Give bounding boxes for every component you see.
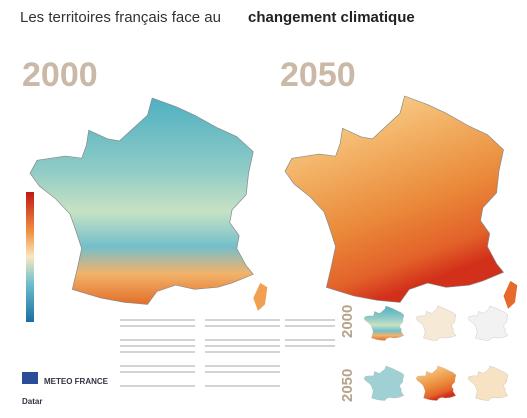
map-2000 xyxy=(28,96,268,311)
text-columns xyxy=(120,319,335,387)
row-label: 2000 xyxy=(339,305,356,338)
map-2050 xyxy=(283,94,518,309)
thumbnails xyxy=(363,305,509,401)
title: Les territoires français face au xyxy=(20,9,221,26)
color-scale xyxy=(26,192,34,322)
title: changement climatique xyxy=(248,9,415,26)
map-year: 2050 xyxy=(280,56,356,94)
logo: Datar xyxy=(22,397,42,406)
map-year: 2000 xyxy=(22,56,98,94)
logo-flag xyxy=(22,372,38,384)
logo: METEO FRANCE xyxy=(44,377,109,386)
row-label: 2050 xyxy=(339,369,356,402)
